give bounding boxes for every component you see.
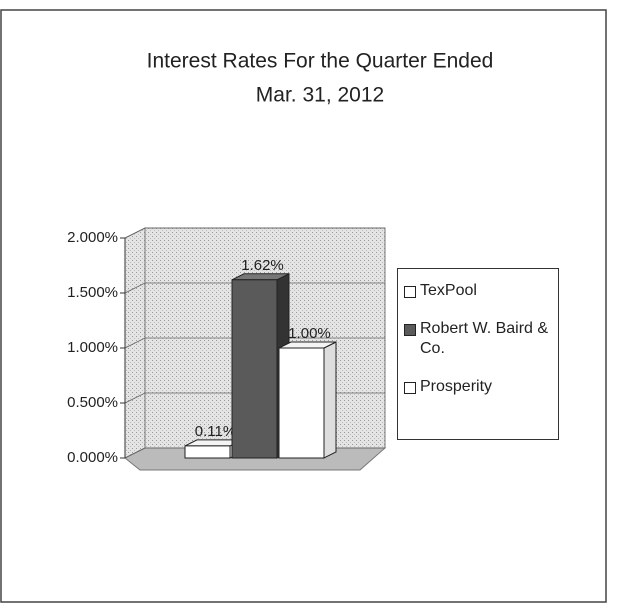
- y-tick-label: 0.000%: [67, 449, 118, 466]
- bar: [278, 347, 325, 459]
- y-tick-label: 1.000%: [67, 339, 118, 356]
- legend-item: Robert W. Baird & Co.: [404, 319, 554, 359]
- bar: [184, 445, 231, 459]
- legend-item: TexPool: [404, 281, 554, 301]
- value-label: 1.00%: [288, 325, 331, 342]
- value-label: 1.62%: [241, 257, 284, 274]
- legend-label: TexPool: [420, 282, 477, 299]
- legend-label: Prosperity: [420, 378, 493, 395]
- grid-line: [124, 337, 385, 349]
- y-tick-label: 1.500%: [67, 284, 118, 301]
- y-tick-label: 0.500%: [67, 394, 118, 411]
- bar-side: [323, 341, 337, 459]
- legend-item: Prosperity: [404, 377, 554, 397]
- chart-title: Interest Rates For the Quarter Ended: [147, 50, 494, 73]
- legend-label: Robert W. Baird & Co.: [420, 320, 549, 357]
- bar: [231, 279, 278, 459]
- legend-swatch: [404, 382, 416, 394]
- chart-subtitle: Mar. 31, 2012: [256, 84, 384, 107]
- grid-line: [124, 227, 385, 239]
- legend-swatch: [404, 286, 416, 298]
- legend-swatch: [404, 324, 416, 336]
- legend: TexPool Robert W. Baird & Co. Prosperity: [397, 268, 559, 440]
- value-label: 0.11%: [195, 423, 236, 440]
- y-tick-label: 2.000%: [67, 229, 118, 246]
- frame: [0, 9, 607, 603]
- grid-line: [124, 282, 385, 294]
